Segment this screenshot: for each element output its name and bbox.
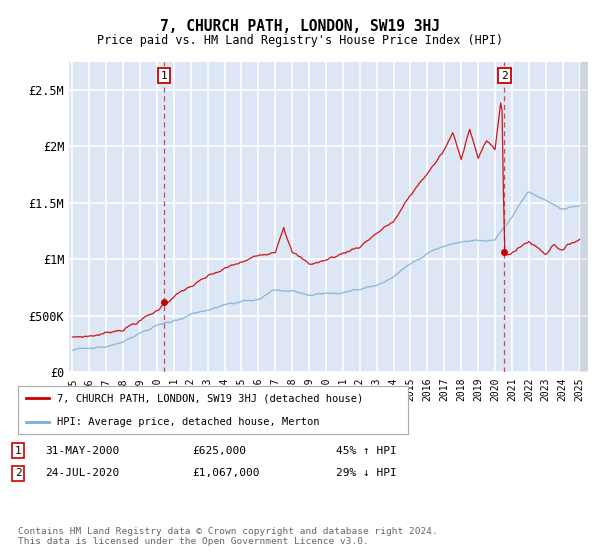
Text: 29% ↓ HPI: 29% ↓ HPI (336, 468, 397, 478)
Text: 1: 1 (14, 446, 22, 456)
Text: HPI: Average price, detached house, Merton: HPI: Average price, detached house, Mert… (57, 417, 320, 427)
Text: 1: 1 (161, 71, 167, 81)
Text: 31-MAY-2000: 31-MAY-2000 (45, 446, 119, 456)
Bar (580, 62, 596, 372)
Text: 24-JUL-2020: 24-JUL-2020 (45, 468, 119, 478)
Text: 2: 2 (501, 71, 508, 81)
Text: Price paid vs. HM Land Registry's House Price Index (HPI): Price paid vs. HM Land Registry's House … (97, 34, 503, 46)
Text: £625,000: £625,000 (192, 446, 246, 456)
Text: 45% ↑ HPI: 45% ↑ HPI (336, 446, 397, 456)
Text: Contains HM Land Registry data © Crown copyright and database right 2024.
This d: Contains HM Land Registry data © Crown c… (18, 526, 438, 546)
Text: £1,067,000: £1,067,000 (192, 468, 260, 478)
Text: 2: 2 (14, 468, 22, 478)
Text: 7, CHURCH PATH, LONDON, SW19 3HJ (detached house): 7, CHURCH PATH, LONDON, SW19 3HJ (detach… (57, 393, 363, 403)
Text: 7, CHURCH PATH, LONDON, SW19 3HJ: 7, CHURCH PATH, LONDON, SW19 3HJ (160, 19, 440, 34)
